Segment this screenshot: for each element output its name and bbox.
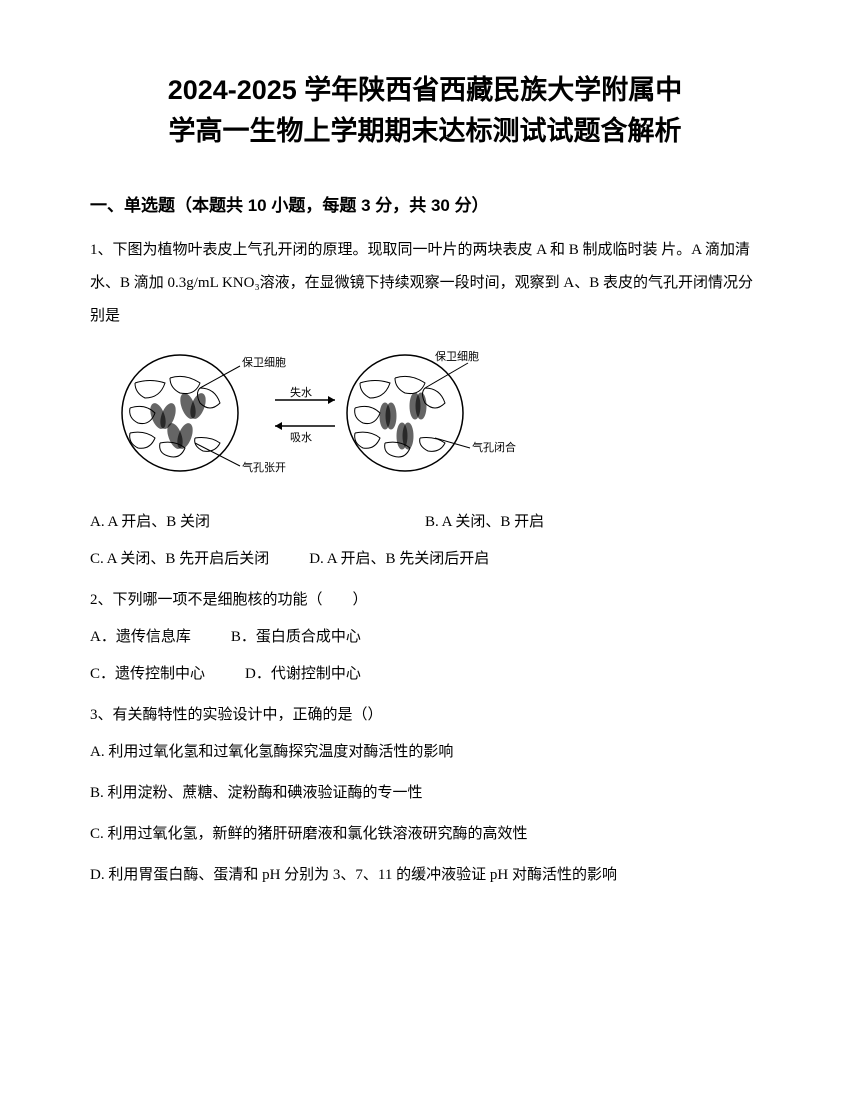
stoma-close-label: 气孔闭合	[472, 440, 516, 454]
q1-option-c: C. A 关闭、B 先开启后关闭	[90, 543, 269, 576]
absorb-water-label: 吸水	[290, 431, 312, 444]
q2-option-c: C．遗传控制中心	[90, 658, 205, 691]
question-1: 1、下图为植物叶表皮上气孔开闭的原理。现取同一叶片的两块表皮 A 和 B 制成临…	[90, 234, 760, 576]
q1-option-d: D. A 开启、B 先关闭后开启	[309, 543, 489, 576]
section-header: 一、单选题（本题共 10 小题，每题 3 分，共 30 分）	[90, 191, 760, 216]
q3-option-b: B. 利用淀粉、蔗糖、淀粉酶和碘液验证酶的专一性	[90, 777, 760, 810]
question-1-text: 1、下图为植物叶表皮上气孔开闭的原理。现取同一叶片的两块表皮 A 和 B 制成临…	[90, 234, 760, 333]
question-3-text: 3、有关酶特性的实验设计中，正确的是（）	[90, 699, 760, 732]
question-3: 3、有关酶特性的实验设计中，正确的是（） A. 利用过氧化氢和过氧化氢酶探究温度…	[90, 699, 760, 892]
question-2: 2、下列哪一项不是细胞核的功能（ ） A．遗传信息库 B．蛋白质合成中心 C．遗…	[90, 584, 760, 691]
document-title: 2024-2025 学年陕西省西藏民族大学附属中学高一生物上学期期末达标测试试题…	[90, 70, 760, 151]
q2-option-d: D．代谢控制中心	[245, 658, 361, 691]
stoma-open-label: 气孔张开	[242, 460, 286, 474]
stoma-diagram: 保卫细胞 气孔张开 失水 吸水	[90, 348, 760, 491]
stoma-diagram-svg: 保卫细胞 气孔张开 失水 吸水	[100, 348, 520, 478]
q3-option-d: D. 利用胃蛋白酶、蛋清和 pH 分别为 3、7、11 的缓冲液验证 pH 对酶…	[90, 859, 760, 892]
q3-option-c: C. 利用过氧化氢，新鲜的猪肝研磨液和氯化铁溶液研究酶的高效性	[90, 818, 760, 851]
q2-option-b: B．蛋白质合成中心	[231, 621, 361, 654]
guard-cell-right-label: 保卫细胞	[435, 349, 479, 363]
q1-option-b: B. A 关闭、B 开启	[425, 506, 760, 539]
q2-option-a: A．遗传信息库	[90, 621, 191, 654]
question-2-text: 2、下列哪一项不是细胞核的功能（ ）	[90, 584, 760, 617]
lose-water-label: 失水	[290, 386, 312, 399]
q3-option-a: A. 利用过氧化氢和过氧化氢酶探究温度对酶活性的影响	[90, 736, 760, 769]
guard-cell-left-label: 保卫细胞	[242, 355, 286, 369]
q1-option-a: A. A 开启、B 关闭	[90, 506, 425, 539]
